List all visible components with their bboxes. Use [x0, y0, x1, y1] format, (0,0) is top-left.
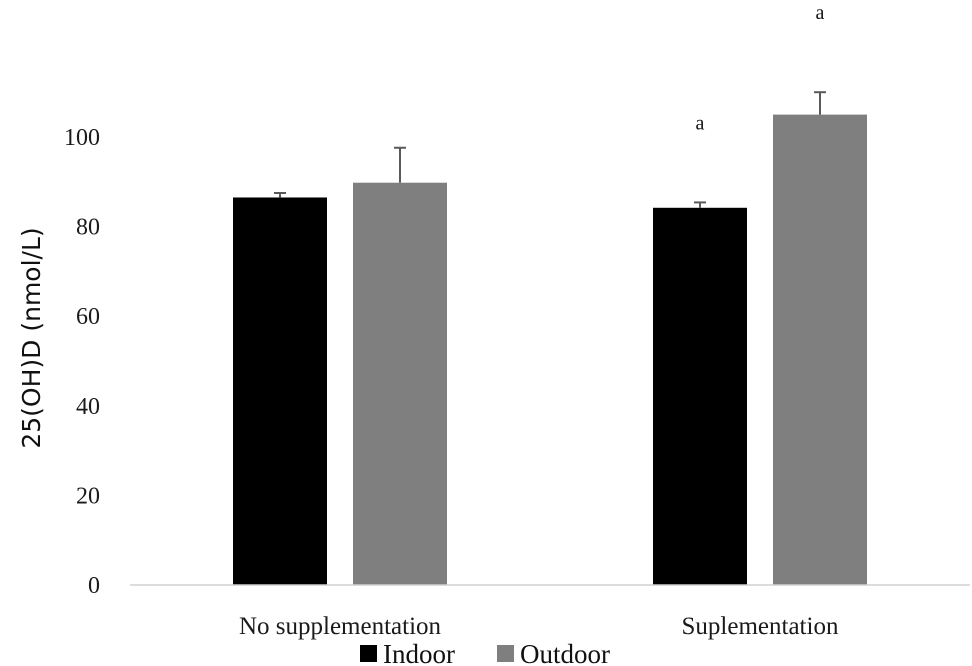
significance-annotation: a [816, 2, 825, 24]
legend-item-indoor: Indoor [360, 639, 455, 666]
x-category-label: No supplementation [239, 613, 442, 640]
x-axis-categories: No supplementation Suplementation [239, 613, 839, 640]
error-bar-indoor-2 [694, 201, 706, 208]
y-axis-ticks: 0 20 40 60 80 100 [64, 125, 100, 599]
annotations-group: aa [696, 2, 825, 134]
bar-indoor-2 [653, 207, 747, 585]
bar-outdoor-1 [353, 182, 447, 586]
bar-outdoor-2 [773, 114, 867, 585]
legend: Indoor Outdoor [360, 639, 610, 666]
y-tick-label: 80 [76, 215, 100, 241]
legend-swatch [497, 645, 514, 662]
y-tick-label: 40 [76, 394, 100, 420]
legend-swatch [360, 645, 377, 662]
significance-annotation: a [696, 112, 705, 134]
y-tick-label: 20 [76, 483, 100, 509]
legend-label: Indoor [383, 639, 455, 666]
error-bars-group [274, 91, 826, 208]
bars-group [233, 114, 867, 586]
legend-label: Outdoor [520, 639, 610, 666]
error-bar-outdoor-2 [814, 91, 826, 115]
legend-item-outdoor: Outdoor [497, 639, 610, 666]
error-bar-indoor-1 [274, 192, 286, 198]
error-bar-outdoor-1 [394, 146, 406, 183]
bar-indoor-1 [233, 197, 327, 586]
y-axis-label: 25(OH)D (nmol/L) [17, 227, 46, 448]
y-tick-label: 60 [76, 304, 100, 330]
y-tick-label: 0 [88, 573, 100, 599]
x-category-label: Suplementation [682, 613, 839, 640]
y-tick-label: 100 [64, 125, 100, 151]
